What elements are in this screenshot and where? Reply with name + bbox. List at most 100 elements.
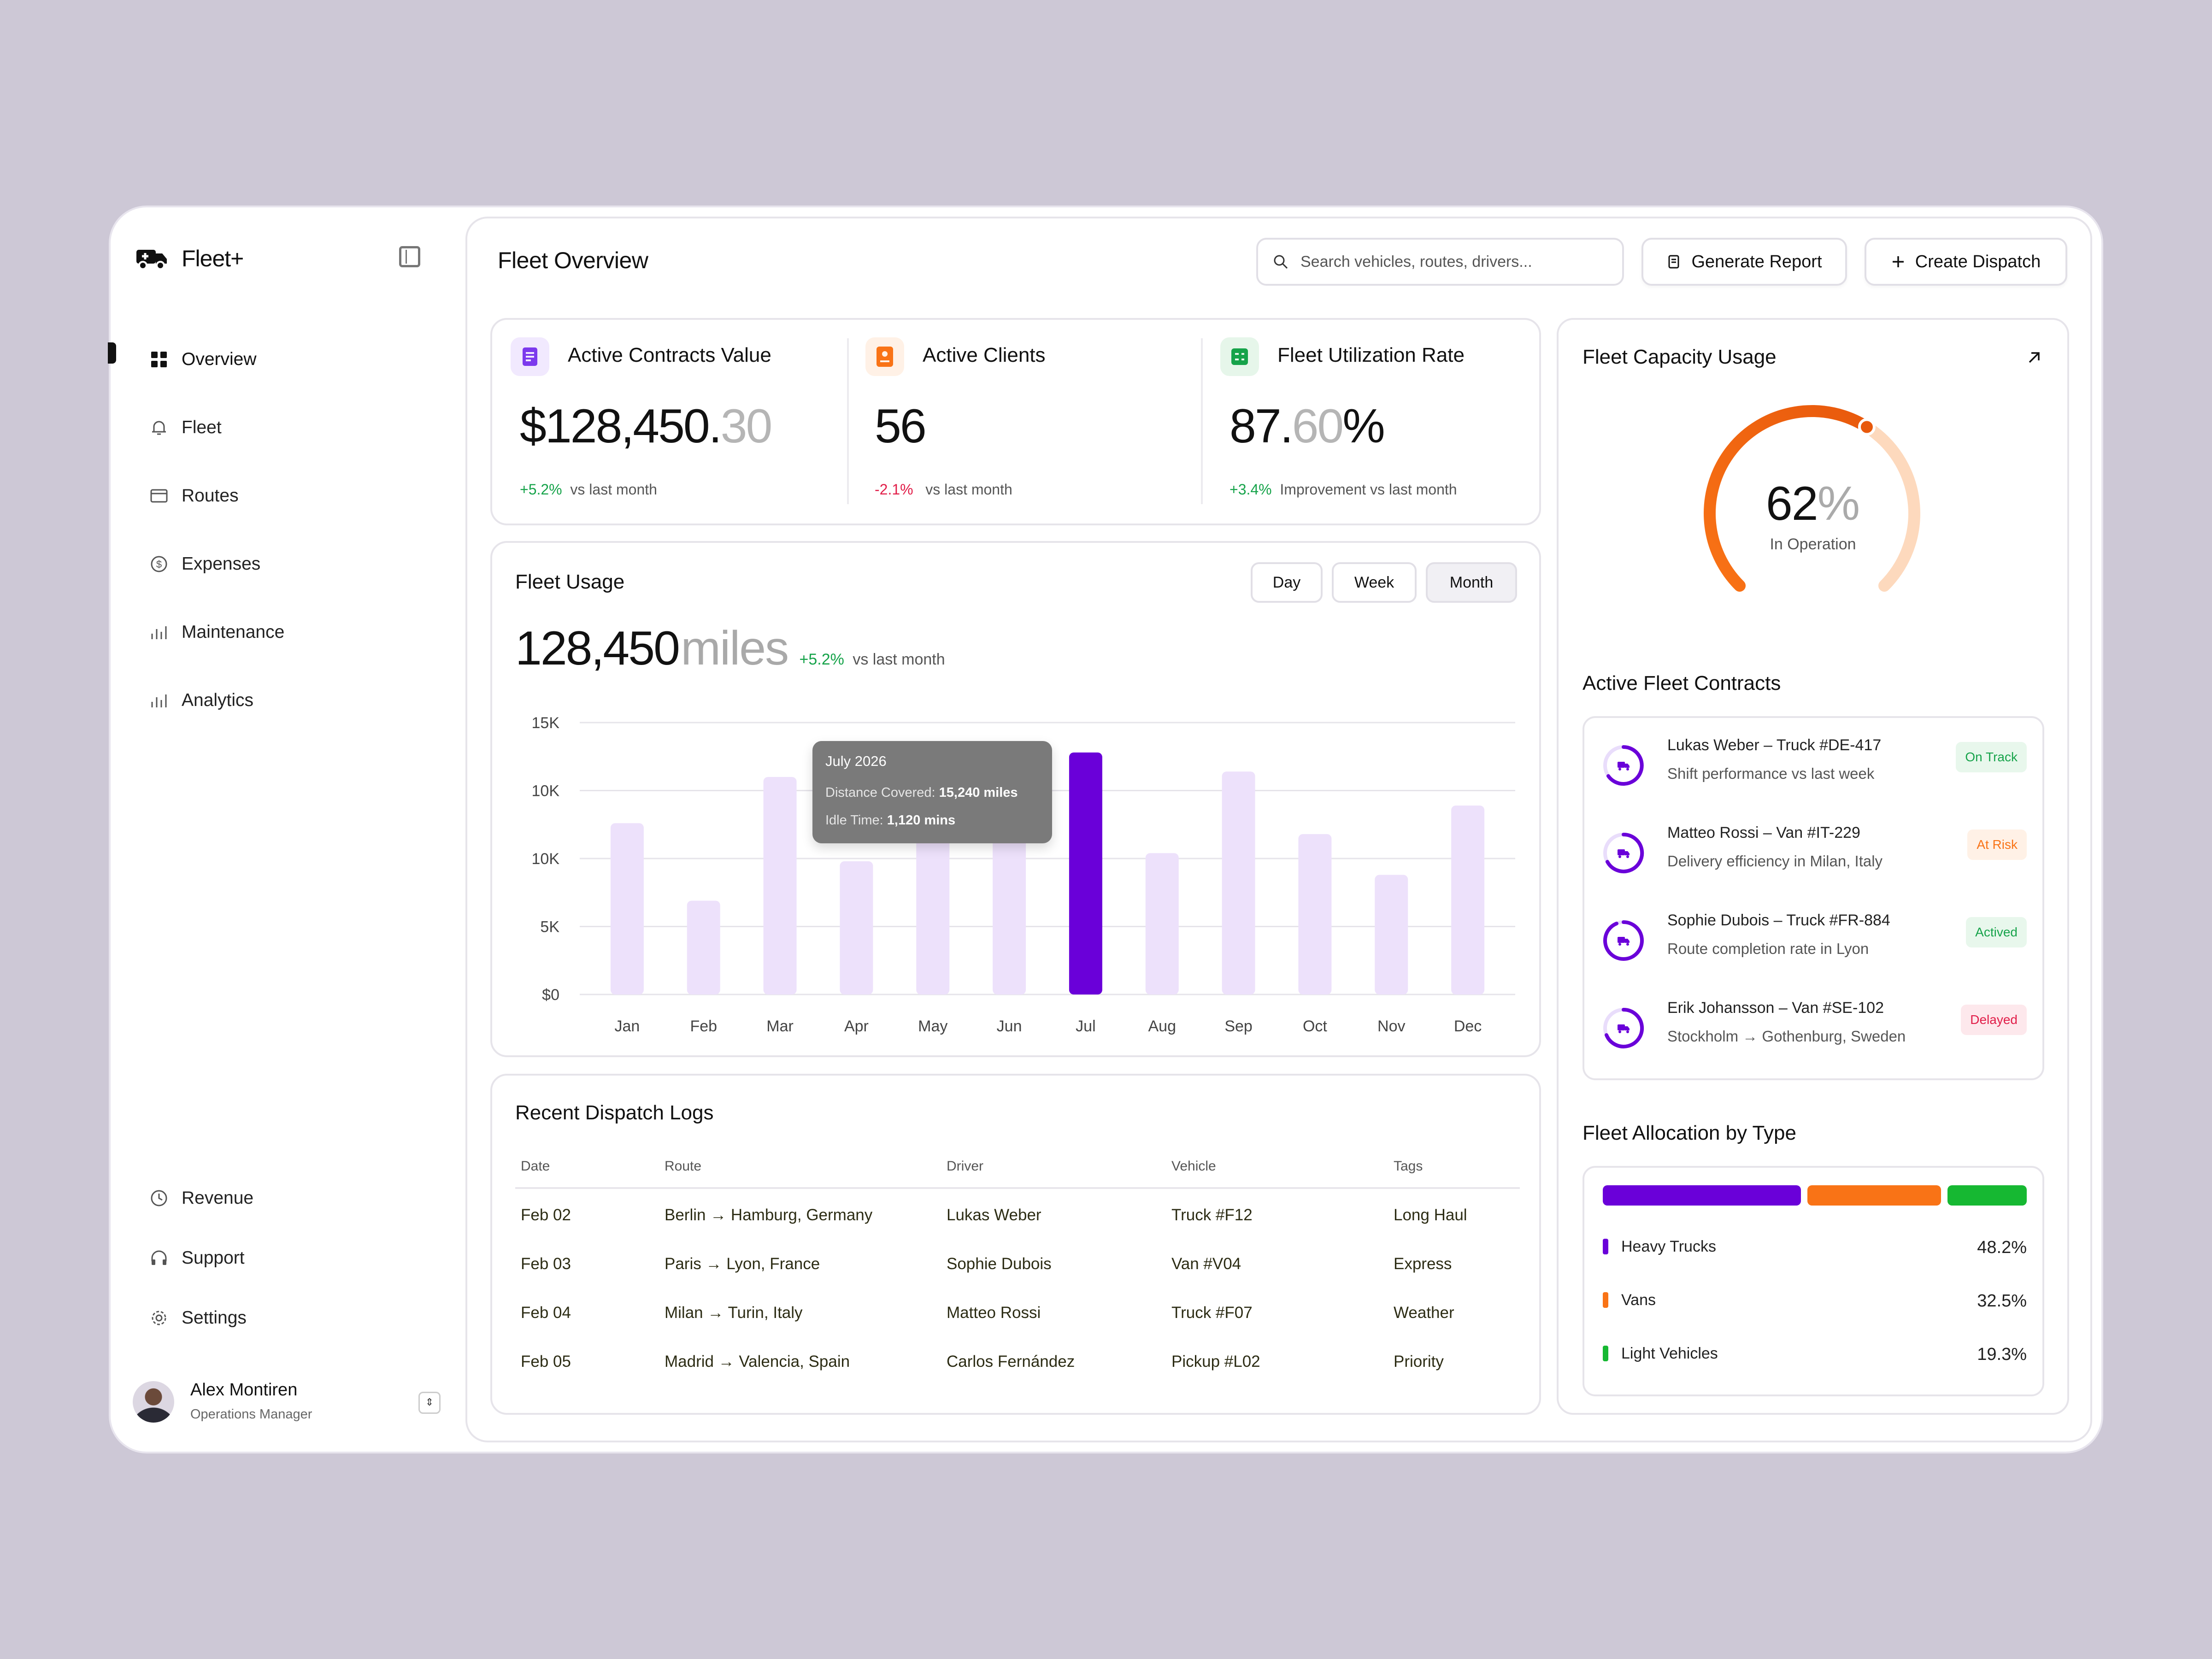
contract-subtitle: Delivery efficiency in Milan, Italy bbox=[1667, 853, 1883, 870]
sidebar-item-routes[interactable]: Routes bbox=[149, 477, 239, 514]
logo[interactable]: Fleet+ bbox=[135, 243, 244, 274]
period-month-button[interactable]: Month bbox=[1426, 562, 1517, 603]
report-icon bbox=[1668, 255, 1679, 269]
truck-progress-icon bbox=[1603, 920, 1644, 961]
kpi-delta: +5.2% vs last month bbox=[520, 481, 657, 498]
contracts-title: Active Fleet Contracts bbox=[1583, 672, 1781, 694]
x-tick-label: Jul bbox=[1076, 1018, 1095, 1035]
y-tick-label: $0 bbox=[542, 986, 559, 1004]
bar-jul[interactable] bbox=[1069, 752, 1102, 994]
bar-may[interactable] bbox=[916, 831, 950, 994]
x-tick-label: Mar bbox=[766, 1018, 794, 1035]
status-badge: At Risk bbox=[1967, 830, 2027, 860]
x-tick-label: Sep bbox=[1224, 1018, 1253, 1035]
x-tick-label: May bbox=[918, 1018, 947, 1035]
allocation-value: 19.3% bbox=[1977, 1345, 2027, 1364]
contract-icon bbox=[511, 337, 549, 376]
sidebar-item-maintenance[interactable]: Maintenance bbox=[149, 614, 284, 651]
list-item[interactable]: Matteo Rossi – Van #IT-229 Delivery effi… bbox=[1598, 806, 2031, 893]
sidebar-collapse-icon[interactable] bbox=[399, 246, 420, 267]
cell-tag: Express bbox=[1394, 1255, 1452, 1273]
list-item[interactable]: Lukas Weber – Truck #DE-417 Shift perfor… bbox=[1598, 718, 2031, 806]
card-icon bbox=[150, 489, 168, 503]
truck-progress-icon bbox=[1603, 1008, 1644, 1048]
sidebar-item-overview[interactable]: Overview bbox=[149, 341, 257, 378]
bar-sep[interactable] bbox=[1222, 771, 1255, 994]
table-row[interactable]: Feb 05 Madrid → Valencia, Spain Carlos F… bbox=[515, 1335, 1520, 1384]
status-badge: Actived bbox=[1966, 917, 2027, 947]
usage-bar-chart: $0 5K 10K 10K 15K Jan Feb Mar Apr May Jun Jul Aug Sep… bbox=[532, 714, 1515, 1035]
user-role: Operations Manager bbox=[190, 1407, 312, 1422]
kpi-label: Fleet Utilization Rate bbox=[1277, 344, 1465, 366]
cell-date: Feb 04 bbox=[521, 1304, 571, 1322]
bar-oct[interactable] bbox=[1298, 834, 1332, 994]
sidebar-item-fleet[interactable]: Fleet bbox=[149, 409, 222, 446]
capacity-value: 62% bbox=[1765, 477, 1860, 530]
col-driver: Driver bbox=[941, 1159, 1166, 1189]
card-title: Fleet Usage bbox=[515, 571, 625, 593]
period-week-button[interactable]: Week bbox=[1332, 562, 1417, 603]
x-tick-label: Oct bbox=[1303, 1018, 1327, 1035]
gear-icon bbox=[152, 1311, 166, 1325]
contracts-list: Lukas Weber – Truck #DE-417 Shift perfor… bbox=[1583, 716, 2044, 1080]
cell-route: Madrid → Valencia, Spain bbox=[665, 1353, 850, 1371]
contract-title: Sophie Dubois – Truck #FR-884 bbox=[1667, 912, 1890, 929]
app-window: Fleet+ Overview Fleet Routes $ Expenses bbox=[108, 207, 2101, 1452]
status-badge: On Track bbox=[1956, 742, 2027, 772]
bar-chart-icon bbox=[151, 626, 167, 639]
kpi-utilization-rate: Fleet Utilization Rate 87.60% +3.4% Impr… bbox=[1220, 320, 1534, 524]
usage-total: 128,450 miles +5.2% vs last month bbox=[515, 622, 945, 675]
cell-route: Paris → Lyon, France bbox=[665, 1255, 820, 1273]
sidebar-item-label: Maintenance bbox=[182, 622, 285, 642]
sidebar-item-revenue[interactable]: Revenue bbox=[149, 1180, 253, 1217]
search-box[interactable] bbox=[1256, 238, 1624, 286]
allocation-label: Light Vehicles bbox=[1621, 1345, 1718, 1362]
grid-icon bbox=[151, 352, 167, 367]
legend-swatch bbox=[1603, 1292, 1608, 1308]
sidebar-item-analytics[interactable]: Analytics bbox=[149, 682, 253, 719]
sidebar-item-label: Analytics bbox=[182, 690, 254, 710]
legend-swatch bbox=[1603, 1239, 1608, 1254]
generate-report-label: Generate Report bbox=[1691, 252, 1822, 271]
headphones-icon bbox=[151, 1250, 167, 1265]
list-item[interactable]: Erik Johansson – Van #SE-102 Stockholm →… bbox=[1598, 981, 2031, 1068]
sidebar-item-support[interactable]: Support bbox=[149, 1240, 245, 1277]
allocation-row-vans: Vans 32.5% bbox=[1603, 1286, 2027, 1313]
sidebar-item-label: Overview bbox=[182, 349, 257, 369]
search-icon bbox=[1274, 255, 1288, 269]
cell-date: Feb 03 bbox=[521, 1255, 571, 1273]
bar-mar[interactable] bbox=[763, 777, 797, 994]
allocation-label: Heavy Trucks bbox=[1621, 1238, 1716, 1255]
capacity-title: Fleet Capacity Usage bbox=[1583, 346, 1777, 368]
bar-aug[interactable] bbox=[1145, 853, 1179, 994]
bar-jan[interactable] bbox=[610, 823, 644, 994]
x-tick-label: Jan bbox=[615, 1018, 640, 1035]
table-row[interactable]: Feb 03 Paris → Lyon, France Sophie Duboi… bbox=[515, 1238, 1520, 1287]
bar-dec[interactable] bbox=[1451, 805, 1485, 994]
sidebar-item-settings[interactable]: Settings bbox=[149, 1300, 247, 1336]
user-profile[interactable]: Alex Montiren Operations Manager ⇕ bbox=[133, 1376, 446, 1431]
generate-report-button[interactable]: Generate Report bbox=[1641, 238, 1847, 286]
search-input[interactable] bbox=[1300, 252, 1601, 271]
chevron-updown-icon[interactable]: ⇕ bbox=[418, 1392, 441, 1414]
bar-nov[interactable] bbox=[1375, 875, 1408, 994]
create-dispatch-button[interactable]: Create Dispatch bbox=[1865, 238, 2067, 286]
bar-apr[interactable] bbox=[840, 861, 873, 994]
sidebar-item-expenses[interactable]: $ Expenses bbox=[149, 546, 260, 582]
cell-date: Feb 05 bbox=[521, 1353, 571, 1371]
table-row[interactable]: Feb 04 Milan → Turin, Italy Matteo Rossi… bbox=[515, 1287, 1520, 1335]
table-row[interactable]: Feb 02 Berlin → Hamburg, Germany Lukas W… bbox=[515, 1188, 1520, 1238]
bar-feb[interactable] bbox=[687, 900, 720, 994]
bar-jun[interactable] bbox=[993, 831, 1026, 994]
expand-arrow-icon[interactable] bbox=[2025, 348, 2043, 367]
legend-swatch bbox=[1603, 1346, 1608, 1361]
allocation-value: 48.2% bbox=[1977, 1238, 2027, 1257]
contract-subtitle: Route completion rate in Lyon bbox=[1667, 940, 1869, 957]
sidebar-item-label: Revenue bbox=[182, 1188, 254, 1208]
period-day-button[interactable]: Day bbox=[1251, 562, 1323, 603]
capacity-panel: Fleet Capacity Usage 62% In Operation Ac… bbox=[1557, 318, 2069, 1415]
list-item[interactable]: Sophie Dubois – Truck #FR-884 Route comp… bbox=[1598, 893, 2031, 981]
dollar-circle-icon: $ bbox=[151, 556, 167, 572]
user-name: Alex Montiren bbox=[190, 1380, 298, 1400]
plus-icon bbox=[1892, 256, 1904, 267]
